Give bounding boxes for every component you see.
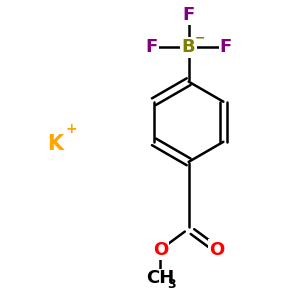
Text: F: F	[182, 6, 195, 24]
Text: O: O	[153, 241, 168, 259]
Text: F: F	[220, 38, 232, 56]
Text: 3: 3	[167, 278, 176, 291]
Text: −: −	[195, 32, 205, 44]
Text: B: B	[182, 38, 196, 56]
Text: +: +	[65, 122, 77, 136]
Text: CH: CH	[146, 269, 175, 287]
Text: O: O	[209, 241, 224, 259]
Text: K: K	[47, 134, 63, 154]
Text: F: F	[146, 38, 158, 56]
